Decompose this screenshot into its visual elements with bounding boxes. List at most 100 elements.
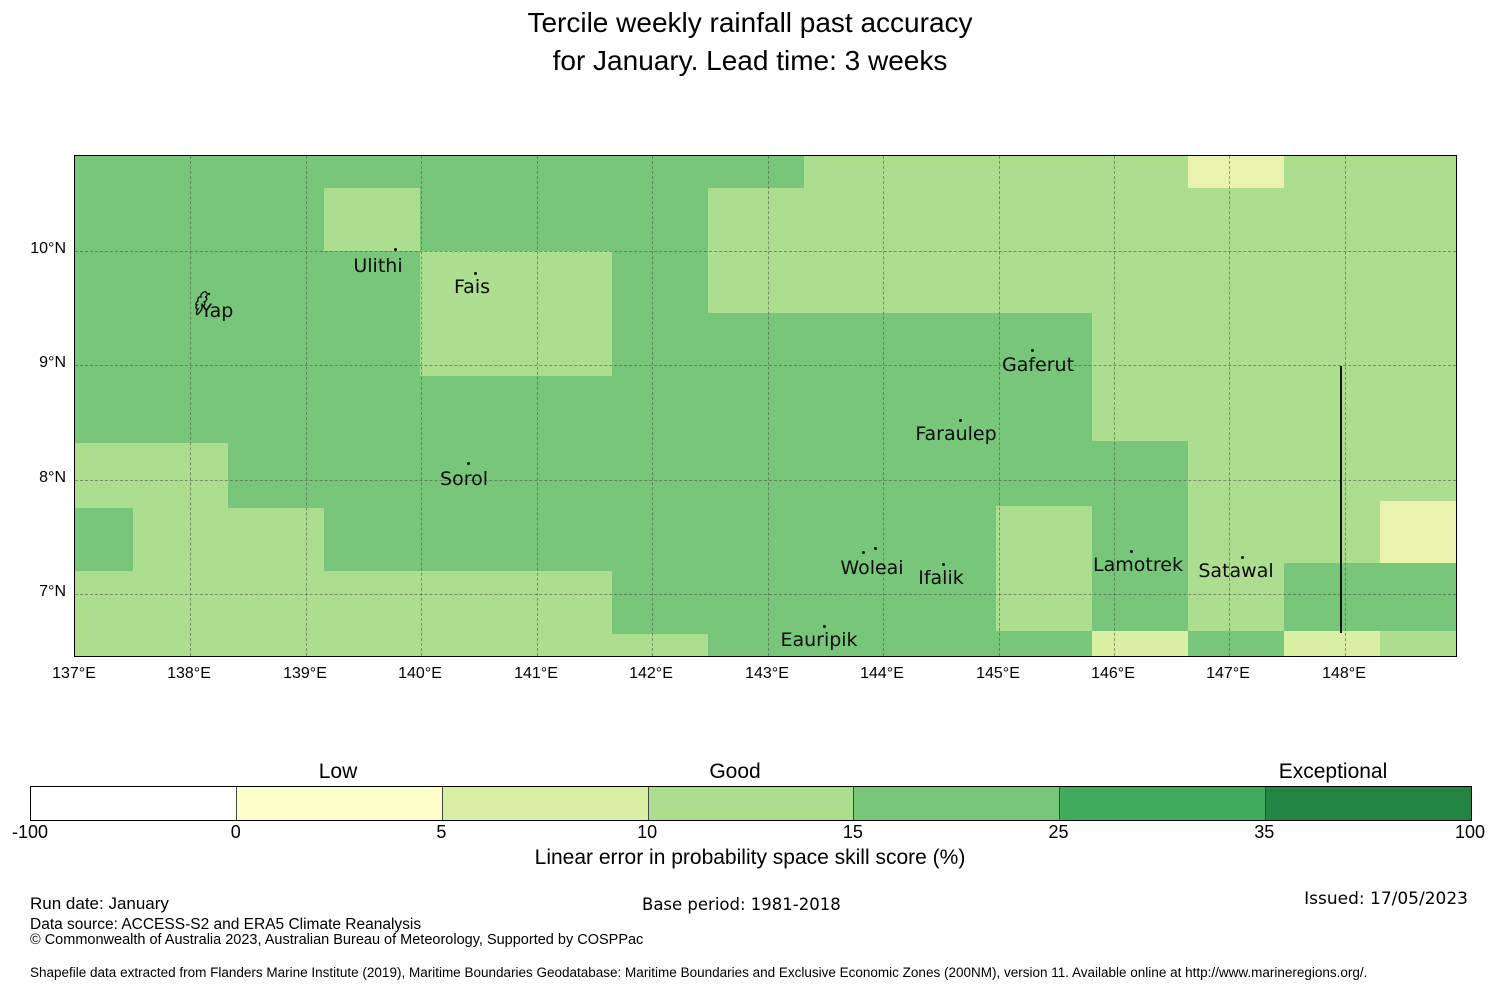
map-canvas: Yap Ulithi Fais Sorol Gaferut Faraulep Woleai I…	[74, 155, 1457, 657]
island-marker-dot	[467, 462, 470, 465]
raster-cell-10-15	[75, 443, 228, 508]
raster-cell-0-5	[1380, 501, 1456, 563]
raster-cell-5-10	[1092, 631, 1188, 656]
island-label-ulithi: Ulithi	[353, 255, 403, 277]
footer-base-period: Base period: 1981-2018	[642, 895, 841, 914]
lon-tick-label: 143°E	[745, 665, 789, 682]
gridline-meridian	[190, 156, 191, 656]
lat-tick-label: 7°N	[39, 583, 66, 600]
island-label-sorol: Sorol	[440, 468, 488, 490]
island-marker-dot	[1241, 556, 1244, 559]
gridline-meridian	[1114, 156, 1115, 656]
gridline-meridian	[306, 156, 307, 656]
gridline-meridian	[421, 156, 422, 656]
footer-copyright: © Commonwealth of Australia 2023, Austra…	[30, 932, 644, 948]
lon-tick-label: 139°E	[283, 665, 327, 682]
island-marker-dot	[874, 547, 877, 550]
lon-tick-label: 141°E	[514, 665, 558, 682]
footer-data-source: Data source: ACCESS-S2 and ERA5 Climate …	[30, 916, 422, 933]
island-label-woleai: Woleai	[840, 557, 904, 579]
raster-cell-0-5	[1188, 156, 1284, 188]
island-label-satawal: Satawal	[1198, 560, 1274, 582]
colorbar-category-exceptional: Exceptional	[1278, 760, 1388, 783]
lon-tick-label: 145°E	[976, 665, 1020, 682]
colorbar-tick-label: 25	[1048, 822, 1069, 842]
raster-cell-10-15	[1380, 376, 1456, 501]
gridline-meridian	[1345, 156, 1346, 656]
island-label-gaferut: Gaferut	[1001, 354, 1075, 376]
colorbar-tick-label: 0	[230, 822, 241, 842]
raster-cell-10-15	[1284, 156, 1456, 188]
colorbar-segment	[853, 787, 1060, 820]
raster-cell-10-15	[133, 508, 324, 571]
gridline-meridian	[537, 156, 538, 656]
chart-title: Tercile weekly rainfall past accuracy fo…	[0, 4, 1500, 80]
colorbar-tick-label: 10	[637, 822, 658, 842]
gridline-meridian	[652, 156, 653, 656]
island-label-lamotrek: Lamotrek	[1093, 554, 1183, 576]
colorbar-category-low: Low	[318, 760, 358, 783]
island-label-fais: Fais	[453, 276, 491, 298]
footer-issued-date: Issued: 17/05/2023	[1304, 889, 1468, 909]
island-marker-dot	[959, 419, 962, 422]
gridline-parallel	[75, 594, 1456, 595]
raster-cell-10-15	[1284, 376, 1380, 563]
raster-cell-10-15	[1092, 376, 1188, 441]
raster-cell-10-15	[996, 506, 1092, 631]
gridline-parallel	[75, 365, 1456, 366]
colorbar-segment	[235, 787, 442, 820]
lat-tick-label: 8°N	[39, 469, 66, 486]
gridline-meridian	[999, 156, 1000, 656]
gridline-meridian	[883, 156, 884, 656]
yap-island-outline-icon	[195, 291, 211, 316]
gridline-parallel	[75, 480, 1456, 481]
eez-boundary-line	[1340, 366, 1342, 633]
gridline-meridian	[768, 156, 769, 656]
chart-title-line1: Tercile weekly rainfall past accuracy	[527, 7, 973, 38]
island-marker-dot	[1031, 349, 1034, 352]
lon-tick-label: 140°E	[398, 665, 442, 682]
gridline-meridian	[1229, 156, 1230, 656]
island-marker-dot	[942, 563, 945, 566]
colorbar-tick-label: 15	[842, 822, 863, 842]
colorbar-segment	[1059, 787, 1266, 820]
lat-tick-label: 9°N	[39, 354, 66, 371]
gridline-parallel	[75, 251, 1456, 252]
lon-tick-label: 142°E	[629, 665, 673, 682]
colorbar	[30, 786, 1472, 821]
colorbar-segment	[647, 787, 854, 820]
island-label-eauripik: Eauripik	[780, 629, 858, 651]
lon-tick-label: 138°E	[167, 665, 211, 682]
colorbar-tick-label: 35	[1254, 822, 1275, 842]
raster-cell-10-15	[324, 188, 420, 251]
island-marker-dot	[862, 551, 865, 554]
colorbar-segment	[441, 787, 648, 820]
raster-cell-10-15	[612, 634, 708, 656]
island-label-ifalik: Ifalik	[918, 567, 964, 589]
island-label-yap: Yap	[200, 300, 234, 322]
raster-cell-10-15	[804, 156, 1188, 188]
colorbar-tick-label: -100	[11, 822, 49, 842]
colorbar-tick-label: 100	[1454, 822, 1486, 842]
colorbar-axis-label: Linear error in probability space skill …	[534, 846, 966, 869]
colorbar-segment	[31, 787, 236, 820]
colorbar-category-good: Good	[709, 760, 761, 783]
raster-cell-10-15	[708, 188, 1456, 313]
island-marker-dot	[1130, 550, 1133, 553]
island-label-faraulep: Faraulep	[915, 423, 997, 445]
footer-run-date: Run date: January	[30, 894, 169, 913]
island-marker-dot	[823, 625, 826, 628]
chart-title-line2: for January. Lead time: 3 weeks	[552, 45, 948, 76]
colorbar-tick-label: 5	[436, 822, 447, 842]
lon-tick-label: 146°E	[1091, 665, 1135, 682]
raster-cell-5-10	[1284, 631, 1380, 656]
lon-tick-label: 147°E	[1206, 665, 1250, 682]
footer-shapefile-note: Shapefile data extracted from Flanders M…	[30, 965, 1368, 980]
lon-tick-label: 144°E	[860, 665, 904, 682]
lon-tick-label: 137°E	[52, 665, 96, 682]
lon-tick-label: 148°E	[1322, 665, 1366, 682]
raster-cell-10-15	[420, 251, 612, 376]
raster-cell-10-15	[1188, 376, 1284, 631]
lat-tick-label: 10°N	[30, 240, 66, 257]
